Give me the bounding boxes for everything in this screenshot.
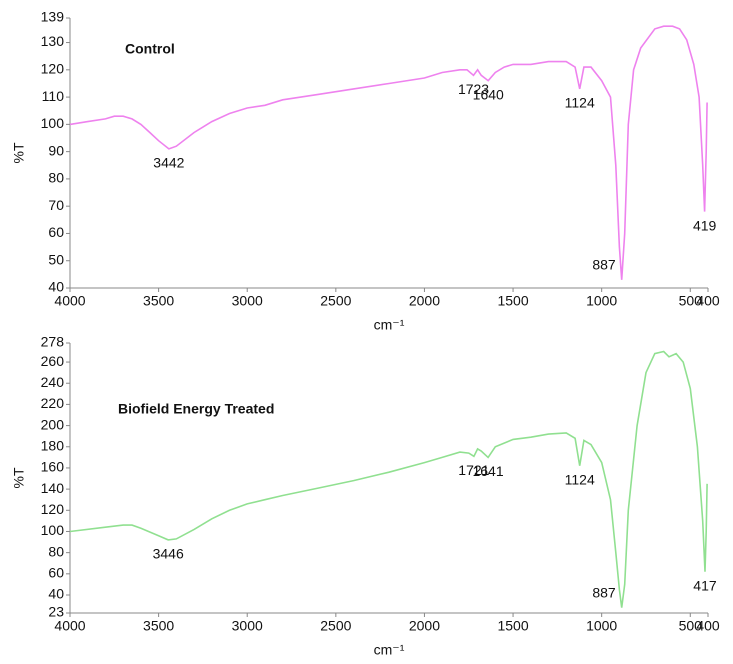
- y-tick-label: 120: [41, 501, 65, 517]
- spectrum-line: [69, 25, 708, 280]
- x-tick-label: 400: [696, 293, 720, 309]
- peak-label: 1124: [565, 95, 595, 111]
- chart-title: Control: [125, 41, 175, 57]
- x-axis-title: cm⁻¹: [374, 317, 405, 333]
- y-tick-label: 240: [41, 374, 65, 390]
- x-axis-title: cm⁻¹: [374, 642, 405, 658]
- y-tick-label: 40: [48, 586, 64, 602]
- spectrum-line: [69, 350, 708, 608]
- y-tick-label: 60: [48, 224, 64, 240]
- y-tick-label: 50: [48, 251, 64, 267]
- x-tick-label: 3500: [143, 618, 174, 634]
- y-tick-label: 220: [41, 395, 65, 411]
- y-tick-label: 80: [48, 543, 64, 559]
- y-tick-label: 100: [41, 115, 65, 131]
- y-tick-label: 160: [41, 459, 65, 475]
- peak-label: 887: [592, 584, 616, 600]
- x-tick-label: 2000: [409, 618, 440, 634]
- x-tick-label: 1000: [586, 618, 617, 634]
- y-tick-label: 180: [41, 437, 65, 453]
- y-tick-label: 90: [48, 142, 64, 158]
- y-axis-title: %T: [11, 467, 27, 488]
- y-tick-label: 110: [42, 88, 65, 104]
- x-tick-label: 1500: [497, 293, 528, 309]
- y-tick-label: 60: [48, 565, 64, 581]
- peak-label: 1723: [458, 81, 489, 97]
- chart-title: Biofield Energy Treated: [118, 401, 274, 417]
- y-tick-label: 278: [41, 334, 65, 350]
- peak-label: 417: [693, 577, 717, 593]
- y-tick-label: 40: [48, 279, 64, 295]
- x-tick-label: 2500: [320, 293, 351, 309]
- y-tick-label: 260: [41, 353, 65, 369]
- y-tick-label: 200: [41, 416, 65, 432]
- y-tick-label: 100: [41, 522, 65, 538]
- x-tick-label: 1500: [497, 618, 528, 634]
- y-axis-title: %T: [11, 142, 27, 163]
- x-tick-label: 4000: [54, 293, 85, 309]
- y-tick-label: 130: [41, 33, 65, 49]
- x-tick-label: 500: [679, 618, 703, 634]
- x-tick-label: 2500: [320, 618, 351, 634]
- peak-label: 3446: [153, 546, 184, 562]
- x-tick-label: 400: [696, 618, 720, 634]
- peak-label: 887: [592, 257, 616, 273]
- x-tick-label: 500: [679, 293, 703, 309]
- peak-label: 419: [693, 217, 717, 233]
- y-tick-label: 80: [48, 170, 64, 186]
- peak-label: 1640: [473, 86, 504, 102]
- x-tick-label: 3500: [143, 293, 174, 309]
- peak-label: 1124: [565, 472, 595, 488]
- y-tick-label: 120: [41, 61, 65, 77]
- peak-label: 1721: [458, 462, 489, 478]
- x-tick-label: 3000: [232, 293, 263, 309]
- y-tick-label: 140: [41, 480, 65, 496]
- y-tick-label: 23: [48, 604, 64, 620]
- x-tick-label: 3000: [232, 618, 263, 634]
- peak-label: 3442: [153, 155, 184, 171]
- y-tick-label: 70: [48, 197, 64, 213]
- x-tick-label: 2000: [409, 293, 440, 309]
- y-tick-label: 139: [41, 9, 65, 25]
- x-tick-label: 4000: [54, 618, 85, 634]
- x-tick-label: 1000: [586, 293, 617, 309]
- peak-label: 1641: [472, 463, 503, 479]
